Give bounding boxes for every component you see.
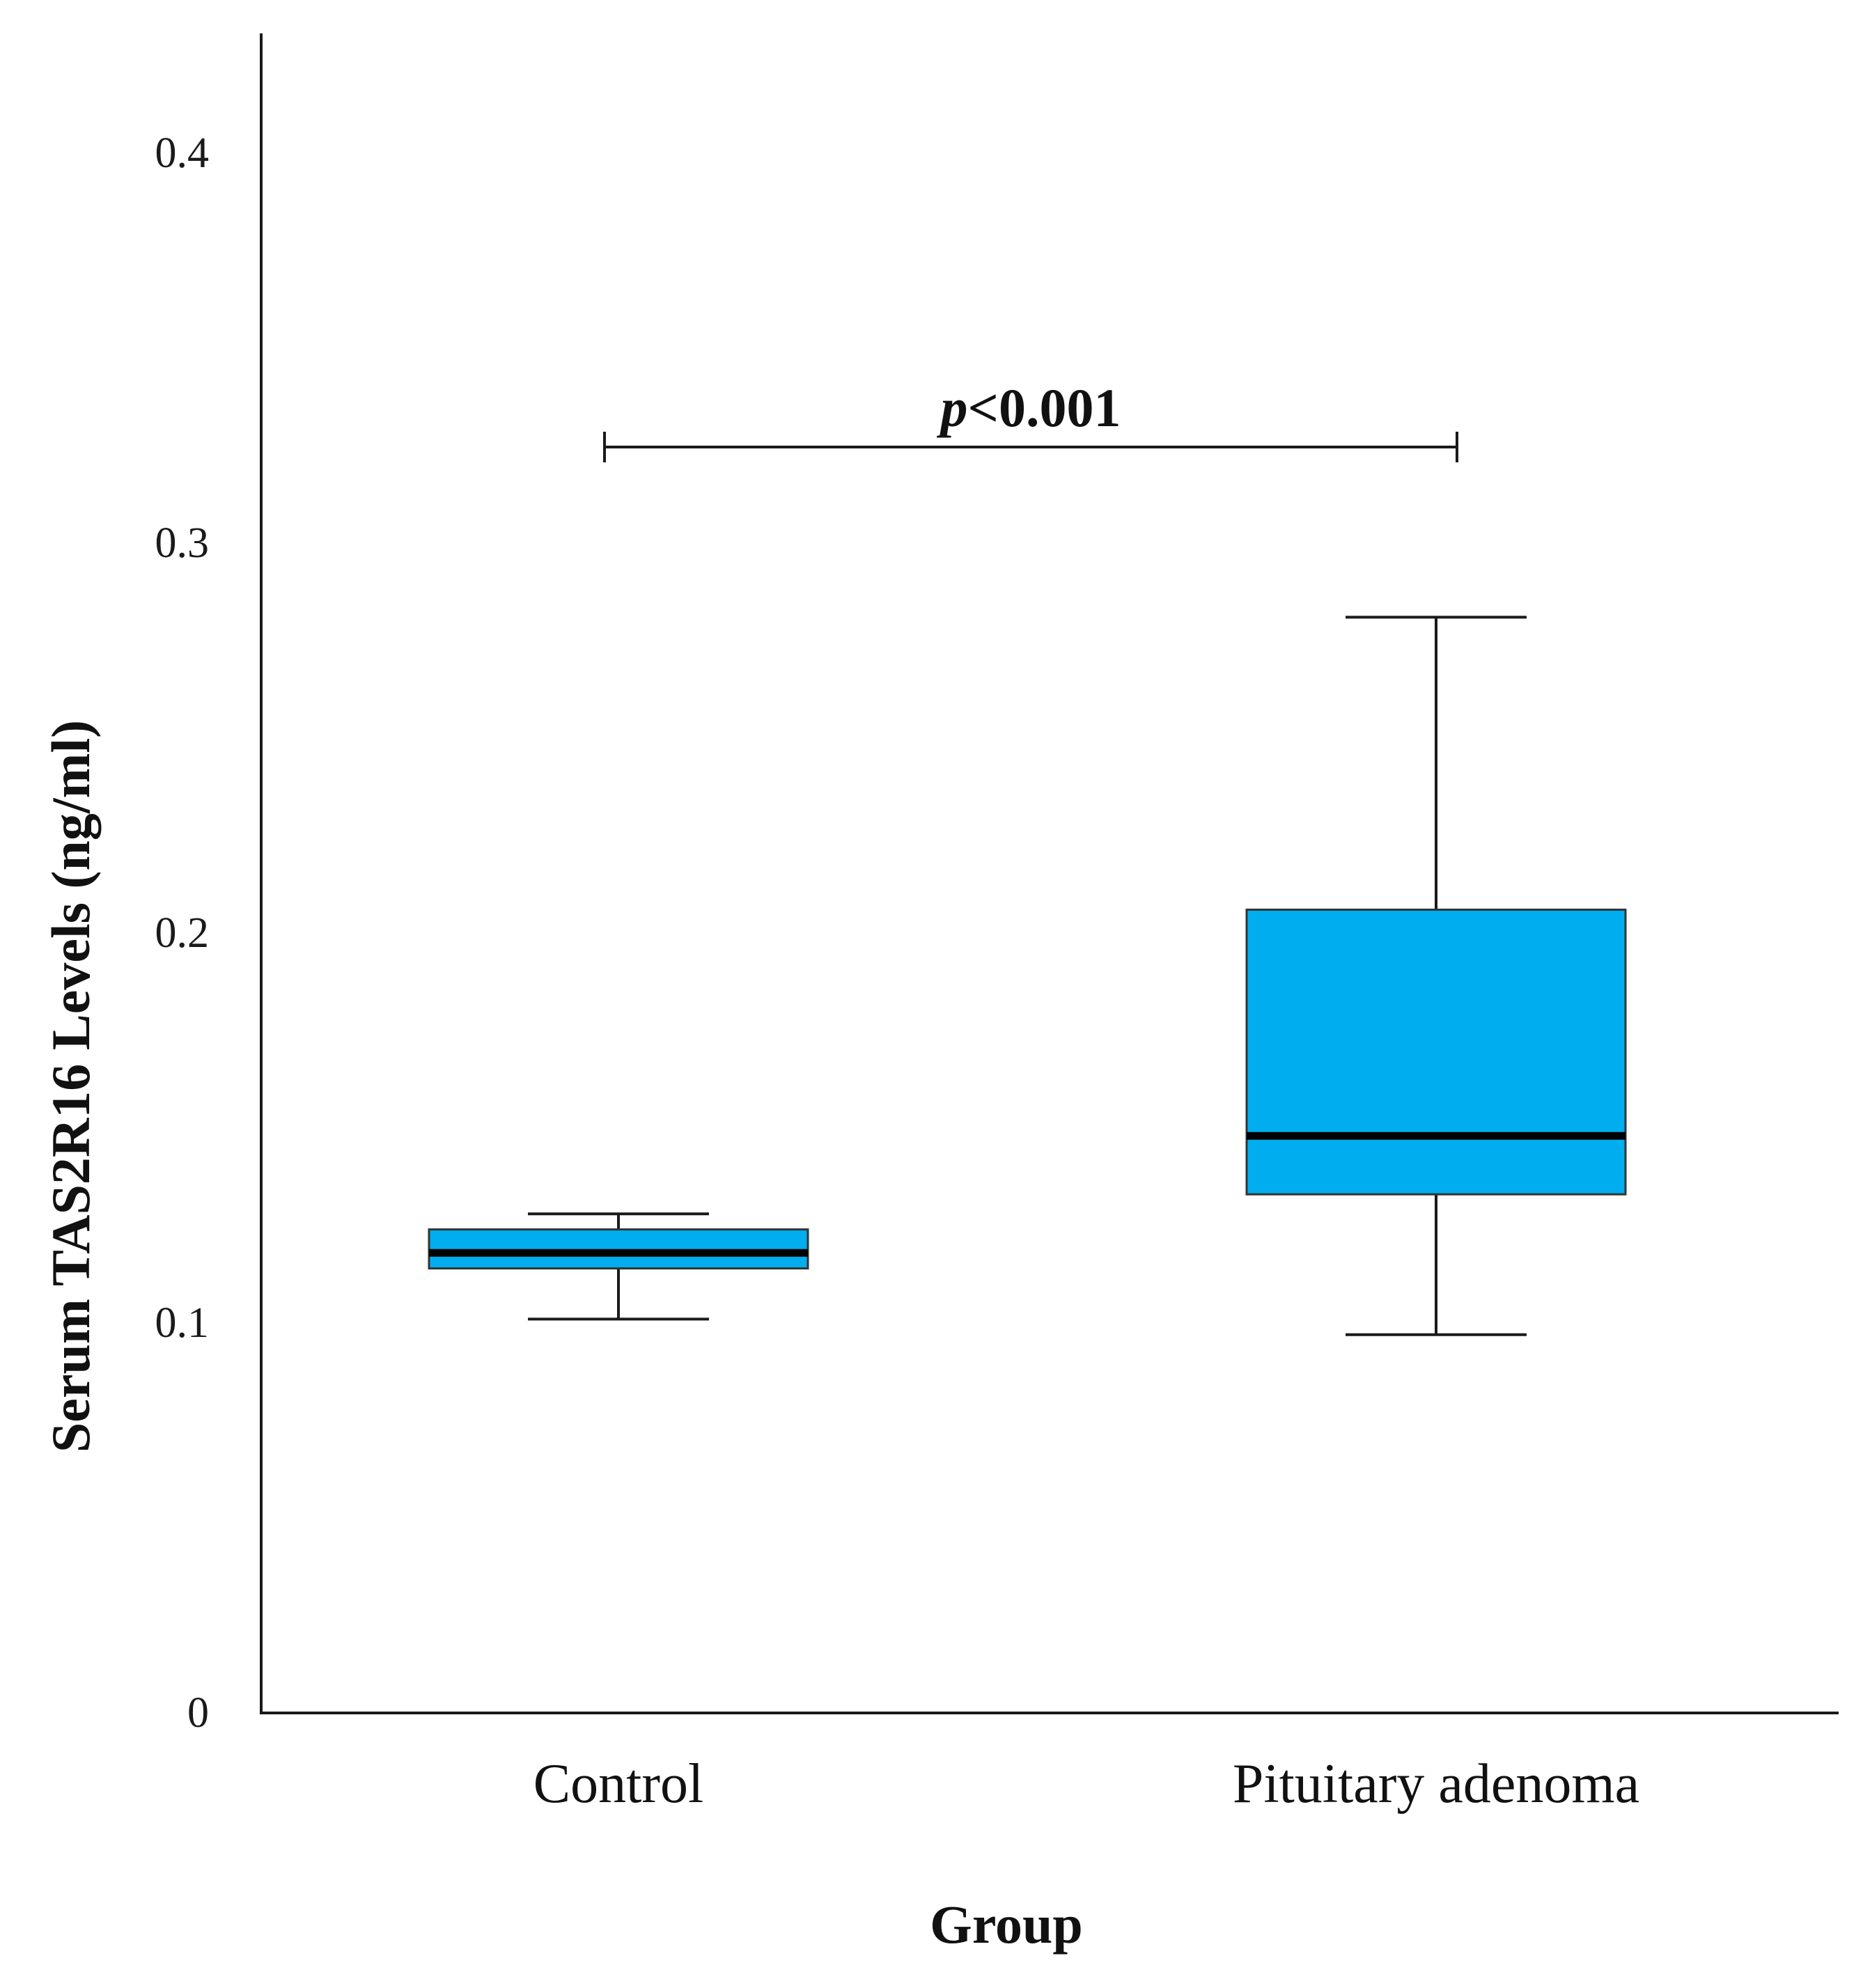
- x-category-label: Control: [533, 1753, 703, 1815]
- y-tick-label: 0.1: [155, 1299, 210, 1347]
- y-ticks-group: 0 0.1 0.2 0.3 0.4: [155, 130, 210, 1737]
- boxes-group: [428, 616, 1627, 1336]
- y-tick-label: 0.4: [155, 130, 210, 177]
- p-value-label: p<0.001: [937, 377, 1121, 438]
- y-tick-label: 0: [187, 1689, 209, 1737]
- iqr-box: [428, 1228, 809, 1270]
- box-control: [428, 1212, 809, 1321]
- x-axis-title: Group: [930, 1894, 1083, 1955]
- x-categories-group: Control Pituitary adenoma: [533, 1753, 1639, 1815]
- p-threshold: <0.001: [968, 377, 1121, 438]
- box-pituitary-adenoma: [1245, 616, 1627, 1336]
- y-tick-label: 0.3: [155, 519, 210, 567]
- iqr-box: [1245, 908, 1627, 1196]
- x-category-label: Pituitary adenoma: [1233, 1753, 1639, 1815]
- y-axis-title: Serum TAS2R16 Levels (ng/ml): [40, 720, 101, 1453]
- axes-group: [260, 33, 1839, 1714]
- y-tick-label: 0.2: [155, 909, 210, 957]
- significance-group: p<0.001: [603, 377, 1458, 462]
- p-symbol: p: [937, 377, 968, 438]
